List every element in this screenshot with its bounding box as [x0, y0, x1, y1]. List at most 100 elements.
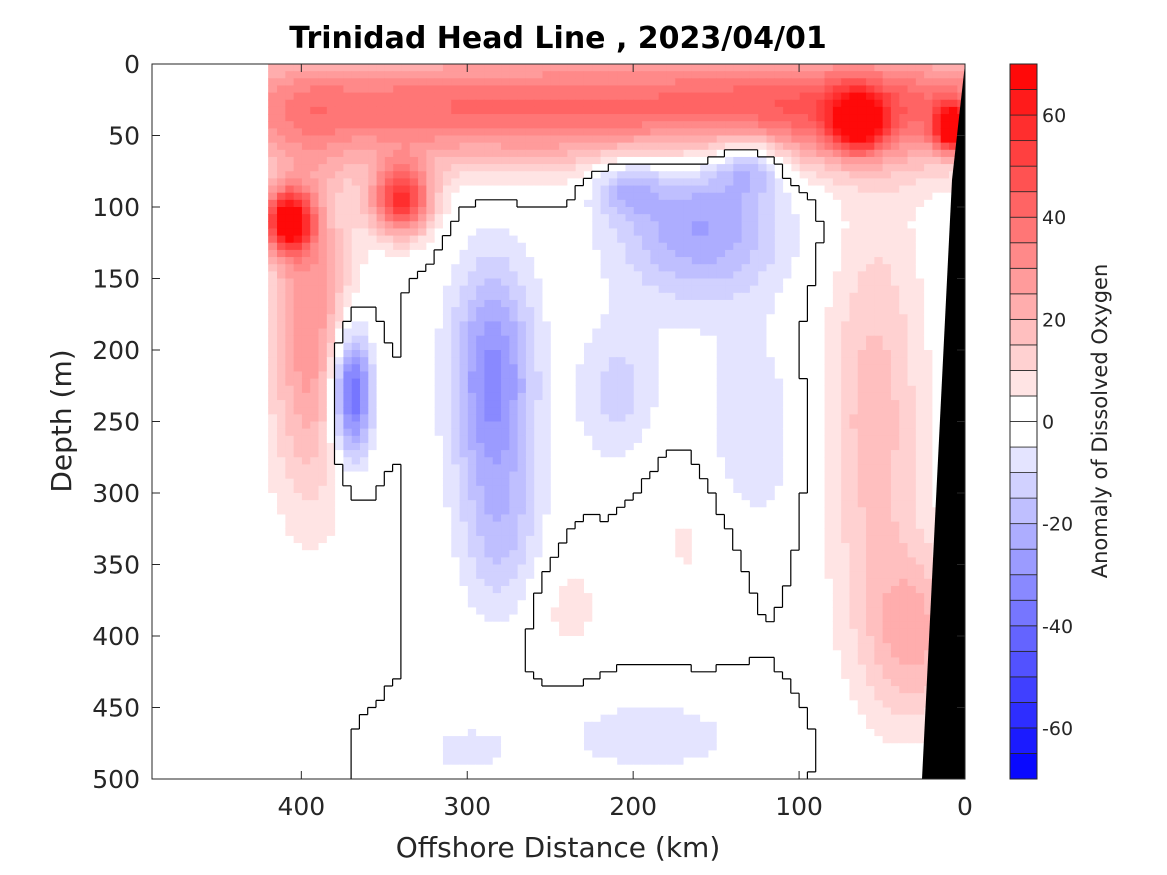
- heatmap-cell: [591, 264, 601, 272]
- heatmap-cell: [633, 307, 643, 315]
- heatmap-cell: [857, 64, 867, 72]
- heatmap-cell: [550, 121, 560, 129]
- heatmap-cell: [815, 242, 825, 251]
- heatmap-cell: [757, 142, 767, 151]
- heatmap-cell: [741, 235, 750, 244]
- heatmap-cell: [392, 178, 402, 187]
- heatmap-cell: [898, 92, 908, 101]
- heatmap-cell: [848, 121, 858, 129]
- heatmap-cell: [741, 392, 750, 401]
- heatmap-cell: [799, 214, 808, 222]
- heatmap-cell: [682, 285, 692, 294]
- heatmap-cell: [400, 192, 410, 201]
- heatmap-cell: [666, 199, 676, 208]
- heatmap-cell: [823, 199, 833, 208]
- heatmap-cell: [757, 364, 767, 373]
- heatmap-cell: [317, 478, 327, 487]
- heatmap-cell: [774, 221, 784, 230]
- heatmap-cell: [807, 178, 817, 187]
- heatmap-cell: [359, 292, 369, 301]
- heatmap-cell: [442, 364, 452, 373]
- heatmap-cell: [749, 149, 759, 158]
- heatmap-cell: [342, 464, 352, 473]
- heatmap-cell: [823, 164, 833, 172]
- heatmap-cell: [541, 264, 551, 272]
- heatmap-cell: [915, 164, 925, 172]
- heatmap-cell: [375, 257, 385, 265]
- heatmap-cell: [641, 71, 651, 79]
- heatmap-cell: [483, 414, 493, 423]
- heatmap-cell: [749, 335, 759, 344]
- heatmap-cell: [284, 249, 294, 258]
- heatmap-cell: [367, 192, 377, 201]
- heatmap-cell: [658, 121, 667, 129]
- heatmap-cell: [799, 342, 808, 351]
- heatmap-cell: [873, 228, 883, 237]
- heatmap-cell: [682, 328, 692, 337]
- heatmap-cell: [898, 207, 908, 215]
- heatmap-cell: [575, 192, 584, 201]
- heatmap-cell: [691, 192, 701, 201]
- heatmap-cell: [641, 114, 651, 122]
- heatmap-cell: [641, 485, 651, 494]
- heatmap-cell: [765, 78, 775, 87]
- heatmap-cell: [517, 307, 526, 315]
- heatmap-cell: [475, 106, 485, 115]
- heatmap-cell: [558, 335, 568, 344]
- heatmap-cell: [674, 364, 684, 373]
- heatmap-cell: [392, 414, 402, 423]
- heatmap-cell: [392, 335, 402, 344]
- heatmap-cell: [541, 242, 551, 251]
- heatmap-cell: [624, 249, 634, 258]
- heatmap-cell: [517, 378, 526, 387]
- heatmap-cell: [898, 421, 908, 430]
- heatmap-cell: [268, 142, 278, 151]
- heatmap-cell: [931, 357, 941, 365]
- heatmap-cell: [815, 135, 825, 144]
- heatmap-cell: [707, 471, 717, 480]
- heatmap-cell: [782, 357, 792, 365]
- heatmap-cell: [384, 192, 394, 201]
- heatmap-cell: [467, 99, 477, 108]
- heatmap-cell: [616, 378, 626, 387]
- heatmap-cell: [591, 149, 601, 158]
- heatmap-cell: [392, 307, 402, 315]
- heatmap-cell: [948, 128, 958, 137]
- heatmap-cell: [931, 414, 941, 423]
- heatmap-cell: [782, 314, 792, 322]
- heatmap-cell: [857, 357, 867, 365]
- heatmap-cell: [707, 71, 717, 79]
- heatmap-cell: [575, 64, 584, 72]
- heatmap-cell: [450, 221, 460, 230]
- heatmap-cell: [608, 249, 618, 258]
- heatmap-cell: [517, 299, 526, 308]
- heatmap-cell: [732, 114, 742, 122]
- heatmap-cell: [517, 235, 526, 244]
- heatmap-cell: [906, 314, 916, 322]
- heatmap-cell: [840, 242, 850, 251]
- heatmap-cell: [599, 342, 609, 351]
- heatmap-cell: [832, 106, 842, 115]
- heatmap-cell: [691, 407, 701, 415]
- heatmap-cell: [873, 192, 883, 201]
- heatmap-cell: [898, 178, 908, 187]
- heatmap-cell: [367, 371, 377, 380]
- heatmap-cell: [309, 214, 319, 222]
- heatmap-cell: [732, 249, 742, 258]
- heatmap-cell: [674, 299, 684, 308]
- heatmap-cell: [533, 392, 543, 401]
- heatmap-cell: [898, 114, 908, 122]
- heatmap-cell: [334, 228, 344, 237]
- heatmap-cell: [749, 328, 759, 337]
- heatmap-cell: [475, 464, 485, 473]
- heatmap-cell: [508, 128, 518, 137]
- heatmap-cell: [525, 149, 535, 158]
- heatmap-cell: [475, 371, 485, 380]
- heatmap-cell: [326, 464, 336, 473]
- heatmap-cell: [375, 450, 385, 458]
- heatmap-cell: [807, 156, 817, 165]
- heatmap-cell: [882, 135, 891, 144]
- heatmap-cell: [575, 371, 584, 380]
- heatmap-cell: [583, 92, 593, 101]
- heatmap-cell: [865, 278, 875, 287]
